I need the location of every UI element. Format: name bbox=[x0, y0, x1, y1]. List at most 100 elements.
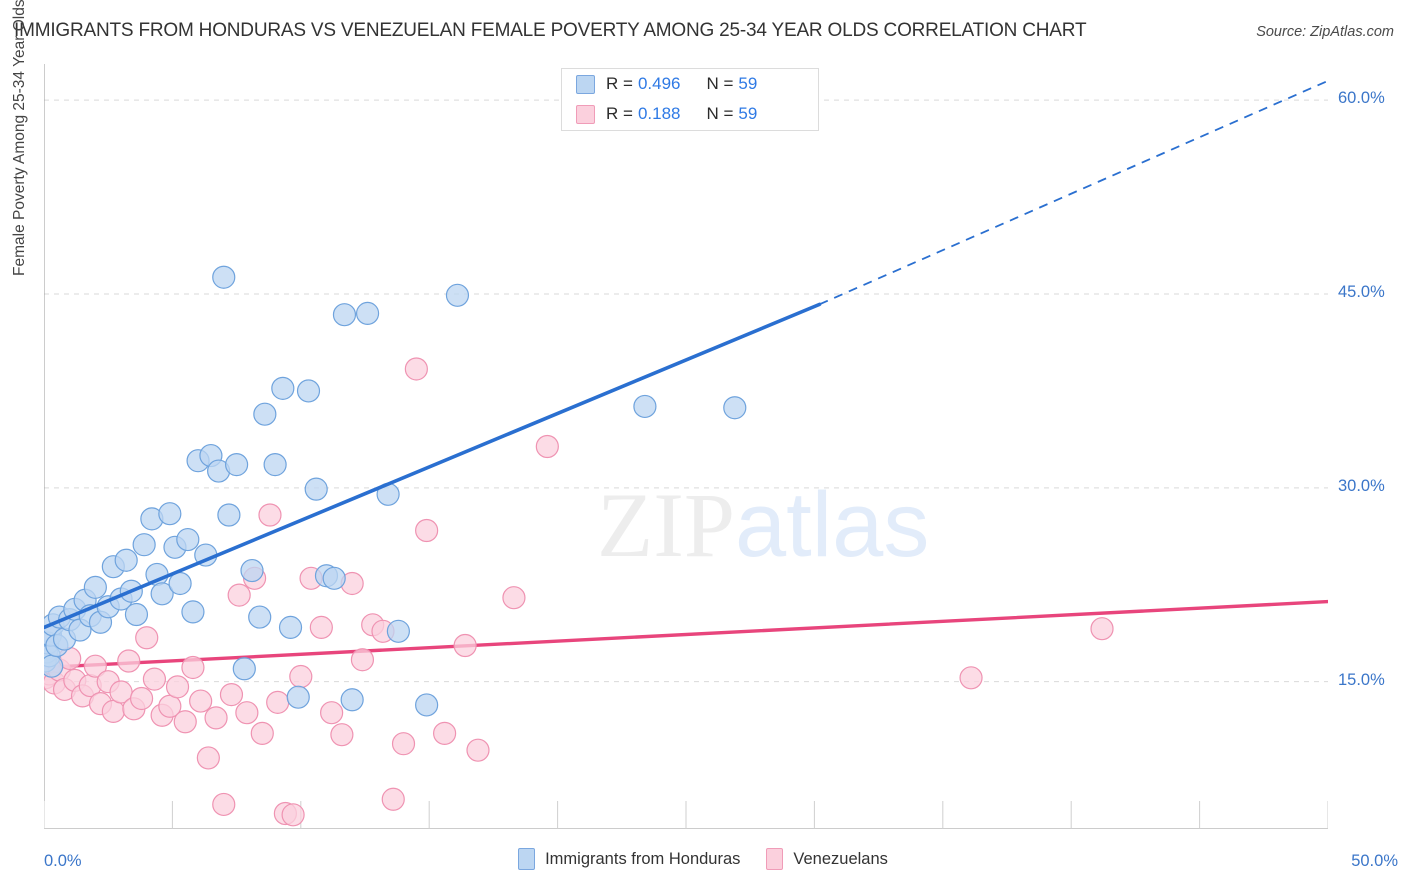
r-value-honduras: 0.496 bbox=[637, 74, 681, 93]
data-point bbox=[219, 683, 244, 707]
pink-square-icon bbox=[766, 848, 784, 870]
data-point bbox=[225, 452, 249, 477]
data-point bbox=[381, 787, 405, 811]
data-point bbox=[212, 792, 236, 817]
data-point bbox=[322, 566, 346, 590]
trendline-venezuelans bbox=[44, 599, 1328, 670]
x-tick-marks bbox=[44, 801, 1328, 829]
data-point bbox=[332, 303, 357, 327]
data-point bbox=[723, 396, 747, 420]
data-point bbox=[204, 706, 228, 730]
n-label-honduras: N = bbox=[706, 74, 734, 93]
y-tick-label-1: 45.0% bbox=[1338, 283, 1385, 302]
data-point bbox=[535, 434, 559, 459]
data-point bbox=[355, 301, 380, 325]
data-point bbox=[83, 654, 107, 678]
page-title: IMMIGRANTS FROM HONDURAS VS VENEZUELAN F… bbox=[14, 20, 1087, 41]
data-point bbox=[117, 649, 141, 673]
series-legend-label-venezuelans: Venezuelans bbox=[793, 849, 888, 868]
data-point bbox=[258, 503, 282, 527]
n-value-venezuelans: 59 bbox=[738, 104, 758, 123]
data-point bbox=[189, 689, 213, 713]
data-point bbox=[101, 699, 125, 724]
data-point bbox=[44, 654, 64, 678]
data-point bbox=[466, 738, 490, 762]
data-point bbox=[445, 283, 470, 307]
data-point bbox=[330, 723, 354, 747]
data-point bbox=[124, 602, 149, 627]
data-point bbox=[248, 605, 272, 629]
trendline-honduras bbox=[44, 79, 1328, 630]
data-point bbox=[181, 600, 205, 624]
data-point bbox=[266, 690, 290, 714]
y-tick-label-2: 30.0% bbox=[1338, 476, 1385, 495]
data-point bbox=[633, 394, 657, 419]
data-point bbox=[150, 582, 174, 606]
data-point bbox=[415, 693, 439, 717]
r-label-venezuelans: R = bbox=[606, 104, 633, 123]
data-point bbox=[278, 615, 303, 640]
correlation-legend-row-venezuelans: R = 0.188 N = 59 bbox=[562, 99, 818, 129]
data-point bbox=[415, 518, 439, 543]
data-point bbox=[271, 376, 295, 400]
blue-square-icon bbox=[518, 848, 536, 870]
data-point bbox=[286, 685, 310, 709]
data-point bbox=[309, 615, 333, 640]
data-point bbox=[165, 675, 190, 699]
data-point bbox=[281, 803, 305, 827]
source-attribution: Source: ZipAtlas.com bbox=[1256, 24, 1394, 40]
data-point bbox=[404, 357, 428, 381]
correlation-legend-row-honduras: R = 0.496 N = 59 bbox=[562, 69, 818, 99]
data-point bbox=[959, 666, 983, 690]
data-point bbox=[181, 655, 205, 680]
y-tick-label-0: 60.0% bbox=[1338, 89, 1385, 108]
x-tick-label-min: 0.0% bbox=[44, 852, 82, 870]
scatter-svg bbox=[44, 64, 1328, 829]
data-point bbox=[235, 701, 259, 725]
series-legend-venezuelans[interactable]: Venezuelans bbox=[766, 848, 888, 870]
blue-square-icon bbox=[576, 74, 595, 94]
points-honduras bbox=[44, 265, 747, 717]
data-point bbox=[227, 583, 251, 607]
points-venezuelans bbox=[44, 357, 1114, 827]
data-point bbox=[158, 502, 182, 526]
data-point bbox=[433, 721, 457, 745]
data-point bbox=[250, 721, 274, 745]
n-value-honduras: 59 bbox=[738, 74, 758, 93]
pink-square-icon bbox=[576, 104, 595, 124]
series-legend-label-honduras: Immigrants from Honduras bbox=[545, 849, 741, 868]
data-point bbox=[340, 688, 364, 712]
series-legend: Immigrants from Honduras Venezuelans bbox=[0, 848, 1406, 870]
data-point bbox=[212, 265, 236, 289]
data-point bbox=[453, 633, 477, 658]
data-point bbox=[83, 575, 107, 599]
correlation-legend: R = 0.496 N = 59 R = 0.188 N = 59 bbox=[561, 68, 819, 131]
data-point bbox=[173, 710, 197, 734]
data-point bbox=[196, 746, 220, 770]
data-point bbox=[217, 503, 241, 527]
data-point bbox=[304, 477, 328, 501]
x-tick-label-max: 50.0% bbox=[1351, 852, 1398, 870]
data-point bbox=[350, 648, 375, 672]
data-point bbox=[232, 657, 256, 681]
series-legend-honduras[interactable]: Immigrants from Honduras bbox=[518, 848, 740, 870]
data-point bbox=[1090, 617, 1114, 641]
r-label-honduras: R = bbox=[606, 74, 633, 93]
data-point bbox=[132, 533, 156, 557]
plot-area: ZIPatlas bbox=[44, 64, 1328, 829]
data-point bbox=[135, 626, 159, 650]
data-point bbox=[142, 667, 167, 691]
data-point bbox=[176, 527, 200, 552]
data-point bbox=[320, 701, 344, 725]
data-point bbox=[289, 664, 313, 689]
n-label-venezuelans: N = bbox=[706, 104, 734, 123]
data-point bbox=[502, 586, 526, 610]
data-point bbox=[253, 402, 277, 426]
y-axis-title: Female Poverty Among 25-34 Year Olds bbox=[11, 0, 28, 276]
r-value-venezuelans: 0.188 bbox=[637, 104, 681, 123]
data-point bbox=[114, 548, 138, 572]
data-point bbox=[296, 379, 321, 403]
data-point bbox=[386, 619, 410, 643]
data-point bbox=[391, 732, 416, 756]
